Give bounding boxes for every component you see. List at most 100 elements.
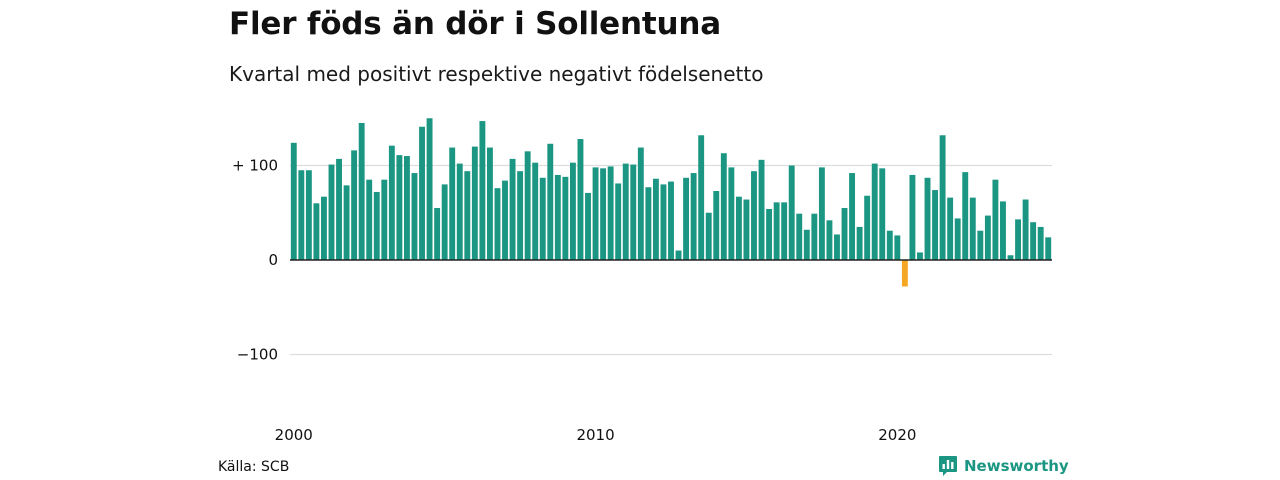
bar xyxy=(932,190,939,260)
bar xyxy=(321,196,327,260)
bar xyxy=(532,162,539,260)
bar xyxy=(434,208,441,260)
bar xyxy=(962,172,969,260)
y-tick-label: + 100 xyxy=(232,157,278,175)
bar xyxy=(1022,199,1029,260)
bar xyxy=(486,147,493,260)
bar xyxy=(720,153,727,260)
bar xyxy=(373,191,380,260)
bar xyxy=(1015,219,1021,260)
x-tick-label: 2010 xyxy=(576,426,614,444)
bar xyxy=(562,176,569,260)
bar xyxy=(494,188,501,260)
bar xyxy=(539,177,546,260)
bar xyxy=(781,202,788,260)
bar xyxy=(849,173,856,260)
bar xyxy=(502,180,508,260)
x-tick-label: 2020 xyxy=(878,426,916,444)
bar xyxy=(313,203,320,260)
bar xyxy=(811,213,818,260)
bar xyxy=(864,195,871,260)
bar xyxy=(818,167,825,260)
bar xyxy=(834,234,840,260)
bar xyxy=(343,185,350,260)
bar xyxy=(924,177,931,260)
bar xyxy=(796,213,803,260)
bar xyxy=(705,212,712,260)
bar xyxy=(396,155,403,260)
brand-name: Newsworthy xyxy=(964,457,1069,475)
bar xyxy=(615,183,622,260)
bar xyxy=(554,174,561,260)
bar xyxy=(298,170,305,260)
bar xyxy=(668,181,674,260)
bar xyxy=(660,184,667,260)
newsworthy-logo-icon xyxy=(939,456,957,476)
bar xyxy=(479,121,486,261)
bar xyxy=(856,226,863,260)
source-note: Källa: SCB xyxy=(218,459,290,475)
bar xyxy=(758,159,765,260)
bar xyxy=(426,118,433,260)
bar xyxy=(592,167,599,260)
chart-title: Fler föds än dör i Sollentuna xyxy=(229,6,721,42)
bar xyxy=(419,126,425,260)
bar xyxy=(622,163,629,260)
bar xyxy=(743,199,750,260)
bar xyxy=(698,135,705,260)
bar xyxy=(547,143,554,260)
bar xyxy=(909,174,916,260)
bar xyxy=(751,171,757,260)
bar xyxy=(773,202,780,260)
bar xyxy=(690,173,697,260)
bar xyxy=(977,230,984,260)
bar xyxy=(1007,255,1014,260)
bar xyxy=(992,179,999,260)
bar xyxy=(464,171,471,260)
bar xyxy=(1045,237,1052,260)
bar xyxy=(411,173,418,260)
x-tick-label: 2000 xyxy=(275,426,313,444)
bar xyxy=(456,163,463,260)
bar xyxy=(577,139,584,260)
brand-logo: Newsworthy xyxy=(938,455,1069,477)
bar xyxy=(351,150,358,260)
bar xyxy=(637,147,644,260)
bar xyxy=(947,197,954,260)
bar xyxy=(871,163,878,260)
bar xyxy=(630,164,637,260)
bar xyxy=(728,167,735,260)
bar xyxy=(735,196,742,260)
bar xyxy=(879,168,886,260)
bar xyxy=(683,177,690,260)
bar xyxy=(290,142,297,260)
bar xyxy=(569,162,576,260)
bar xyxy=(388,145,395,260)
bar xyxy=(600,168,607,260)
chart-subtitle: Kvartal med positivt respektive negativt… xyxy=(229,62,764,86)
bar xyxy=(524,151,531,260)
bar xyxy=(901,260,908,287)
bar xyxy=(969,197,976,260)
bar xyxy=(939,135,946,260)
bar xyxy=(607,166,614,260)
bar xyxy=(984,215,991,260)
bar xyxy=(441,184,448,260)
bar xyxy=(509,158,516,260)
bar xyxy=(471,146,478,260)
bar xyxy=(1030,222,1037,260)
bar xyxy=(826,220,833,260)
bar xyxy=(1000,201,1006,260)
bar xyxy=(766,208,773,260)
bar xyxy=(358,122,365,260)
bar xyxy=(917,252,923,260)
bar xyxy=(381,179,388,260)
bar xyxy=(305,170,312,260)
bar xyxy=(336,158,342,260)
y-tick-label: −100 xyxy=(237,346,278,364)
bar xyxy=(517,171,524,260)
bar xyxy=(585,192,591,260)
bar xyxy=(403,156,410,260)
bar xyxy=(803,229,810,260)
